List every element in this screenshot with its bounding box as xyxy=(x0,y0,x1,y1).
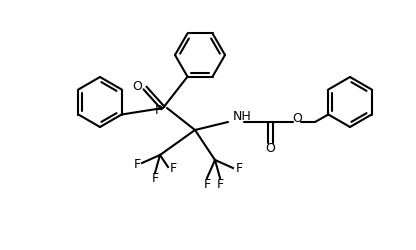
Text: NH: NH xyxy=(233,110,252,124)
Text: P: P xyxy=(155,104,163,117)
Text: F: F xyxy=(134,158,141,170)
Text: F: F xyxy=(203,178,210,190)
Text: F: F xyxy=(169,162,176,174)
Text: O: O xyxy=(132,80,142,92)
Text: F: F xyxy=(235,162,243,175)
Text: O: O xyxy=(265,142,275,154)
Text: O: O xyxy=(292,112,302,124)
Text: F: F xyxy=(151,172,158,186)
Text: F: F xyxy=(216,178,223,190)
